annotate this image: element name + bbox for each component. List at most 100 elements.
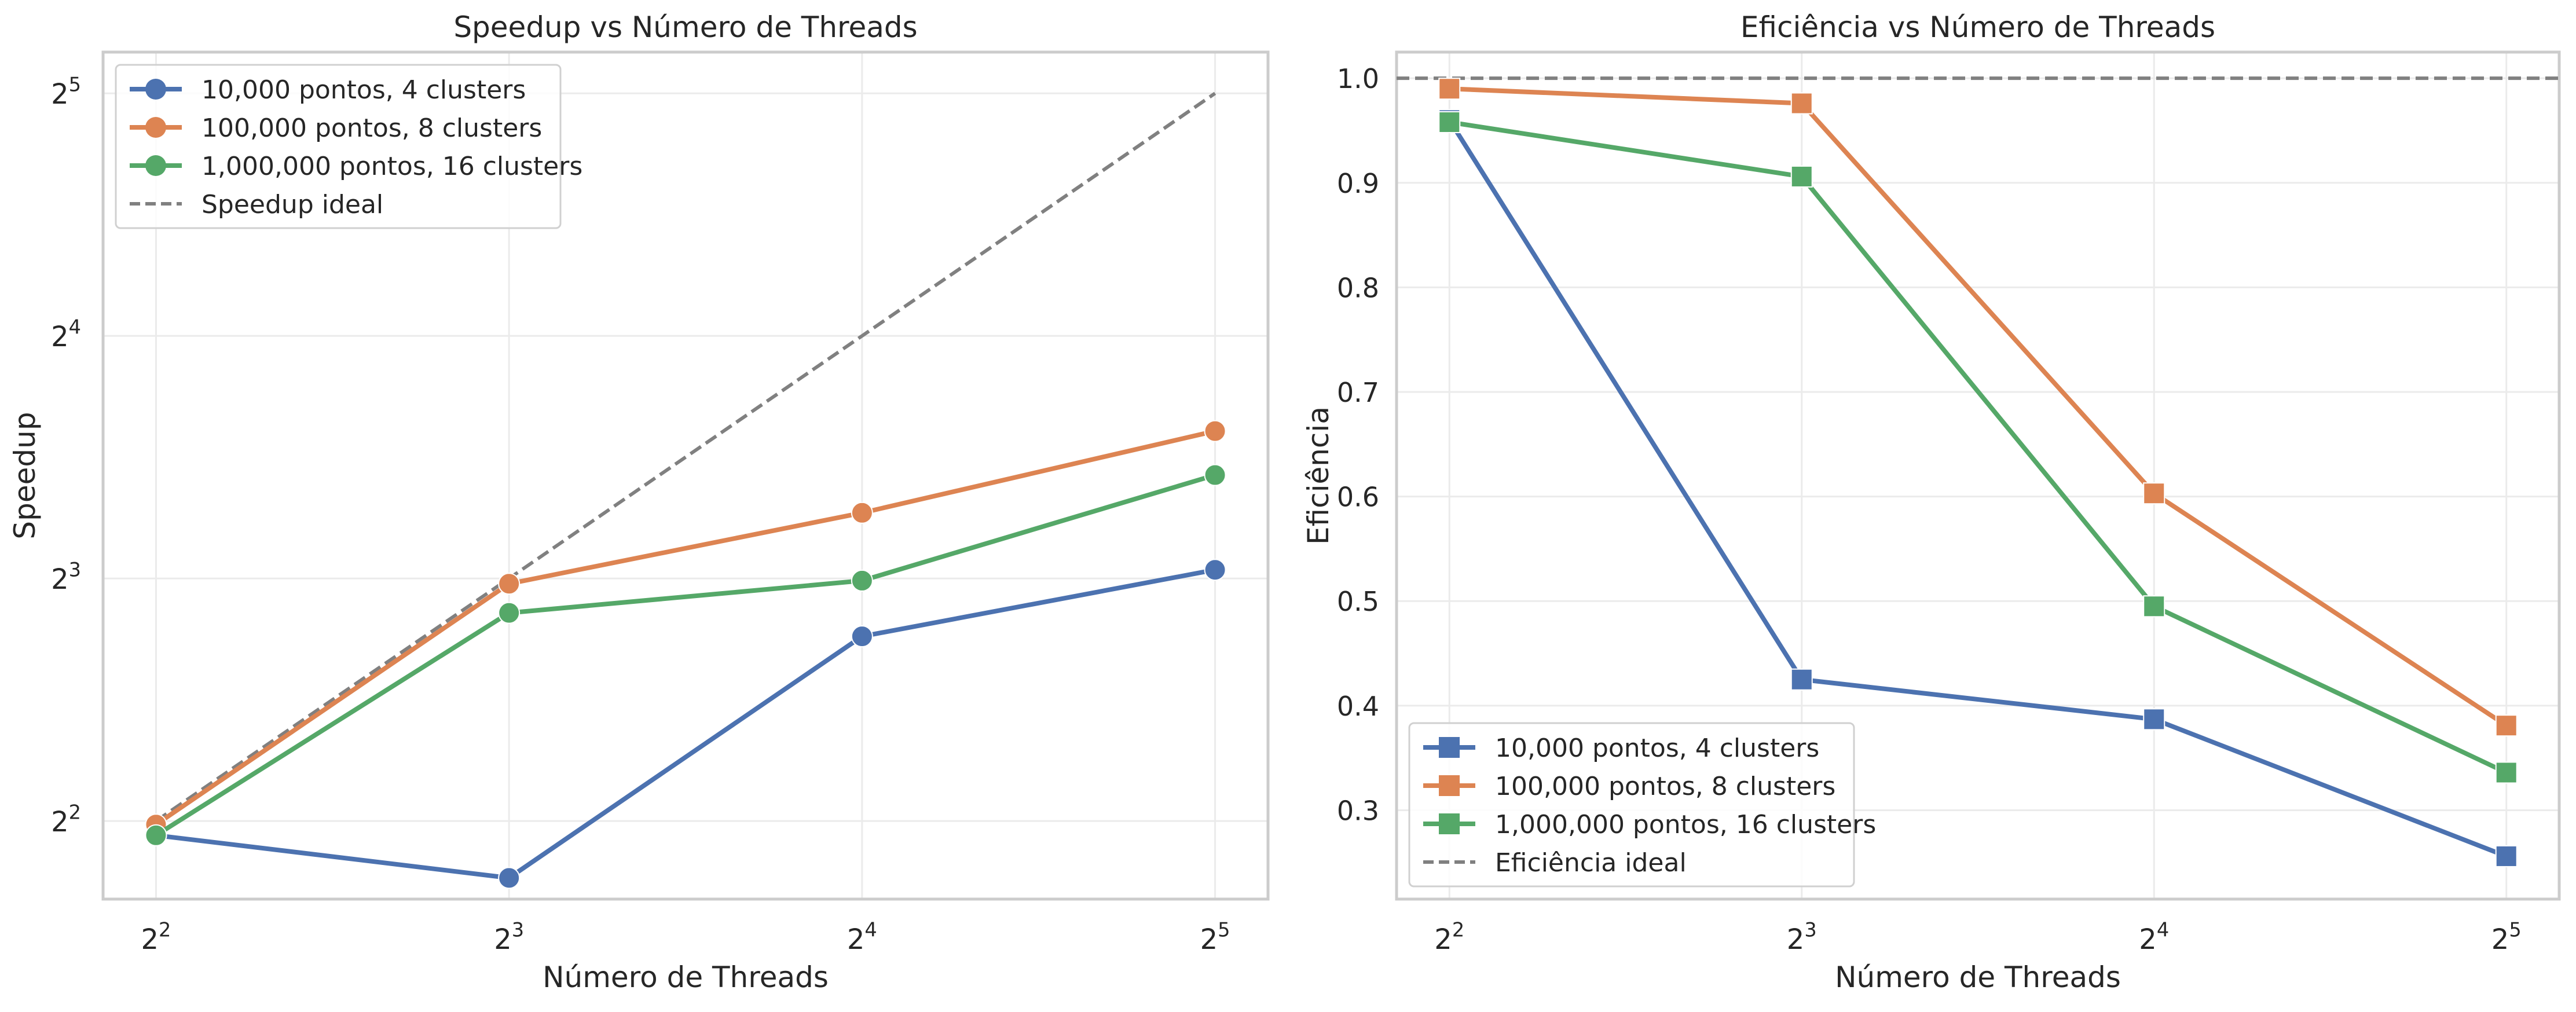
- y-tick-label-base: 2: [51, 78, 69, 111]
- data-point: [1438, 78, 1461, 100]
- y-tick-label: 0.8: [1337, 272, 1379, 303]
- y-tick-label: 24: [51, 316, 81, 354]
- x-tick-label-base: 2: [2139, 923, 2157, 956]
- x-tick-label-exponent: 2: [1452, 918, 1464, 941]
- data-point: [2495, 845, 2518, 867]
- series-line: [155, 428, 1216, 827]
- y-tick-label: 0.3: [1337, 795, 1379, 826]
- y-tick-label: 25: [51, 74, 81, 111]
- x-tick-label-base: 2: [2491, 923, 2509, 956]
- x-tick-label-base: 2: [494, 923, 512, 956]
- legend-label: Speedup ideal: [201, 190, 383, 219]
- legend-label: Eficiência ideal: [1495, 848, 1687, 878]
- y-tick-label-base: 2: [51, 806, 69, 838]
- x-axis-label: Número de Threads: [543, 960, 829, 994]
- x-tick-label: 22: [141, 918, 171, 956]
- y-tick-label: 0.9: [1337, 168, 1379, 199]
- x-tick-label: 25: [1200, 918, 1230, 956]
- series-line: [155, 472, 1216, 838]
- data-point: [498, 573, 521, 595]
- series-line: [1447, 119, 2508, 859]
- data-point: [2143, 708, 2165, 731]
- legend-item: 100,000 pontos, 8 clusters: [130, 113, 542, 143]
- data-point: [1790, 165, 1813, 188]
- y-tick-label: 1.0: [1337, 63, 1379, 94]
- data-point: [145, 824, 167, 846]
- data-point: [851, 569, 873, 592]
- legend: 10,000 pontos, 4 clusters 100,000 pontos,…: [115, 64, 582, 229]
- y-tick-label-exponent: 5: [69, 74, 81, 96]
- legend-box: [115, 64, 562, 229]
- x-tick-label-exponent: 3: [512, 918, 524, 941]
- y-tick-label: 0.5: [1337, 586, 1379, 617]
- chart-title: Eficiência vs Número de Threads: [1740, 10, 2215, 44]
- x-axis-label: Número de Threads: [1835, 960, 2121, 994]
- ideal-reference-line: [155, 91, 1216, 823]
- data-point: [1204, 420, 1226, 442]
- y-axis-label: Eficiência: [1302, 406, 1335, 545]
- data-point: [2143, 595, 2165, 618]
- data-point: [1204, 464, 1226, 486]
- chart-title: Speedup vs Número de Threads: [453, 10, 917, 44]
- plot-frame: [1395, 50, 2561, 901]
- x-tick-label-base: 2: [1787, 923, 1805, 956]
- legend-label: 1,000,000 pontos, 16 clusters: [201, 152, 582, 181]
- x-tick-label-exponent: 3: [1804, 918, 1816, 941]
- y-tick-label-exponent: 3: [69, 559, 81, 581]
- efficiency-chart: 22 23 24 250.30.40.50.60.70.80.91.0Eficiênc…: [1302, 10, 2561, 994]
- y-axis-label: Speedup: [8, 412, 42, 539]
- x-tick-label: 23: [1787, 918, 1817, 956]
- legend-marker: [1439, 775, 1460, 796]
- data-point: [2495, 714, 2518, 737]
- x-tick-label-base: 2: [141, 923, 159, 956]
- plot-frame: [101, 50, 1270, 901]
- x-tick-label: 25: [2491, 918, 2522, 956]
- x-tick-label-base: 2: [1434, 923, 1452, 956]
- legend-item: 1,000,000 pontos, 16 clusters: [130, 152, 582, 181]
- data-point: [2495, 761, 2518, 784]
- x-tick-label: 23: [494, 918, 524, 956]
- data-point: [2143, 482, 2165, 505]
- legend-box: [1408, 722, 1855, 888]
- legend-item: 10,000 pontos, 4 clusters: [130, 75, 526, 105]
- data-point: [851, 625, 873, 648]
- legend: 10,000 pontos, 4 clusters 100,000 pontos,…: [1408, 722, 1876, 888]
- data-point: [1790, 92, 1813, 115]
- y-tick-label-base: 2: [51, 563, 69, 596]
- x-tick-label-base: 2: [1200, 923, 1218, 956]
- x-tick-label-exponent: 5: [2509, 918, 2521, 941]
- data-point: [498, 867, 521, 889]
- y-tick-label: 23: [51, 559, 81, 596]
- y-tick-label-exponent: 2: [69, 801, 81, 824]
- series-line: [155, 567, 1216, 881]
- legend-label: 10,000 pontos, 4 clusters: [201, 75, 526, 105]
- x-tick-label: 24: [2139, 918, 2169, 956]
- data-point: [1438, 111, 1461, 134]
- legend-label: 1,000,000 pontos, 16 clusters: [1495, 810, 1876, 839]
- y-tick-label-base: 2: [51, 321, 69, 353]
- legend-label: 100,000 pontos, 8 clusters: [1495, 772, 1835, 801]
- data-point: [1204, 559, 1226, 581]
- y-tick-label: 0.6: [1337, 482, 1379, 513]
- legend-marker: [1439, 813, 1460, 834]
- data-point: [1790, 668, 1813, 691]
- x-tick-label-exponent: 2: [159, 918, 171, 941]
- legend-label: 100,000 pontos, 8 clusters: [201, 113, 542, 143]
- x-tick-label-exponent: 4: [2157, 918, 2169, 941]
- legend-marker: [145, 117, 166, 138]
- x-tick-label: 24: [847, 918, 877, 956]
- legend-marker: [1439, 737, 1460, 758]
- x-tick-label-exponent: 5: [1218, 918, 1230, 941]
- y-tick-label: 0.4: [1337, 691, 1379, 722]
- x-tick-label-base: 2: [847, 923, 865, 956]
- data-point: [851, 501, 873, 524]
- legend-item: Eficiência ideal: [1423, 848, 1687, 878]
- legend-item: 100,000 pontos, 8 clusters: [1423, 772, 1835, 801]
- data-point: [498, 602, 521, 624]
- legend-marker: [145, 79, 166, 100]
- series-line: [1449, 120, 2508, 775]
- legend-item: 1,000,000 pontos, 16 clusters: [1423, 810, 1876, 839]
